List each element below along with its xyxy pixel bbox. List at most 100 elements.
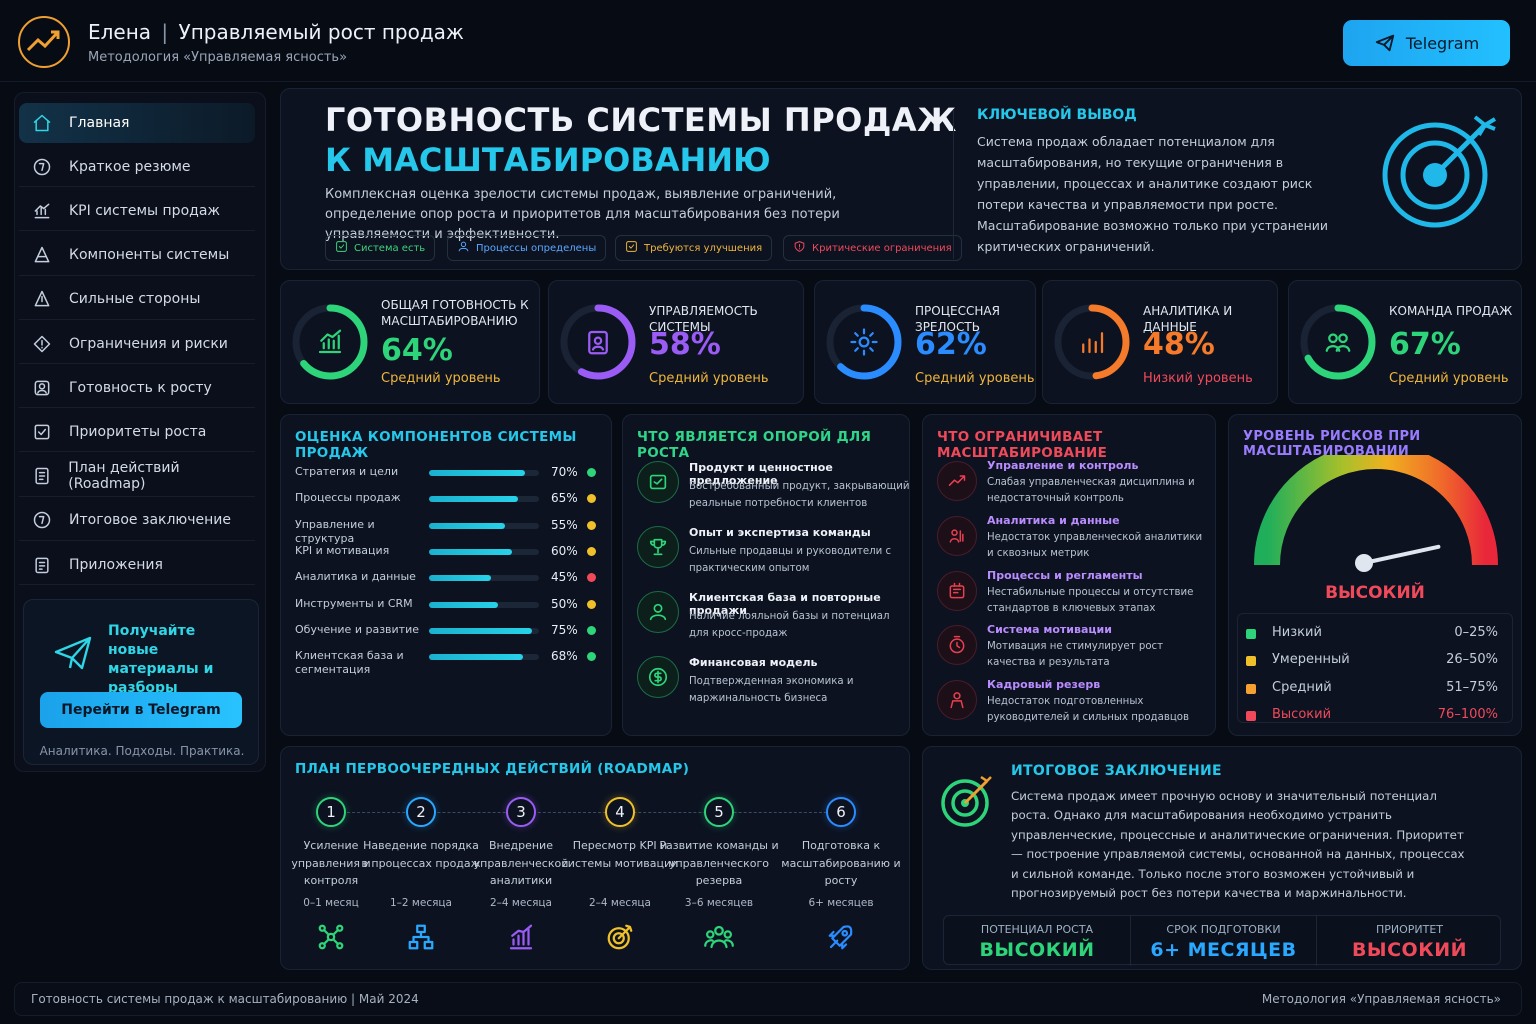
component-row: Инструменты и CRM 50% xyxy=(295,597,605,621)
status-dot xyxy=(587,494,596,504)
check-icon xyxy=(625,240,638,256)
legend-range: 76–100% xyxy=(1437,706,1498,722)
status-dot xyxy=(587,625,596,635)
growth-icon xyxy=(31,377,53,399)
bar-chart-icon xyxy=(315,327,345,361)
stat-value: 6+ МЕСЯЦЕВ xyxy=(1150,939,1297,961)
risk-legend-row: Низкий 0–25% xyxy=(1238,624,1508,646)
supports-panel: ЧТО ЯВЛЯЕТСЯ ОПОРОЙ ДЛЯ РОСТА Продукт и … xyxy=(622,414,910,736)
kpi-value: 62% xyxy=(915,327,987,362)
title-separator: | xyxy=(161,20,169,44)
limit-text: Недостаток управленческой аналитики и ск… xyxy=(987,531,1203,559)
sidebar-item-3[interactable]: KPI системы продаж xyxy=(19,191,255,232)
group-icon xyxy=(703,921,735,953)
legend-swatch xyxy=(1246,629,1256,639)
risk-legend-row: Высокий 76–100% xyxy=(1238,706,1508,728)
user-icon xyxy=(637,591,679,633)
go-telegram-button[interactable]: Перейти в Telegram xyxy=(40,692,242,728)
status-dot xyxy=(587,520,596,530)
team-icon xyxy=(1323,327,1353,361)
sidebar-item-7[interactable]: Готовность к росту xyxy=(19,368,255,409)
kpi-ring xyxy=(289,301,371,387)
kpi-title: ПРОЦЕССНАЯ ЗРЕЛОСТЬ xyxy=(915,304,1000,334)
hero-description: Комплексная оценка зрелости системы прод… xyxy=(325,187,840,242)
roadmap-step: 4 Пересмотр KPI и системы мотивации 2–4 ме… xyxy=(560,797,680,953)
kpi-ring xyxy=(1297,301,1379,387)
component-label: Инструменты и CRM xyxy=(295,596,413,610)
roadmap-step: 3 Внедрение управленческой аналитики 2–4 м… xyxy=(461,797,581,953)
conclusion-heading: ИТОГОВОЕ ЗАКЛЮЧЕНИЕ xyxy=(1011,763,1222,779)
component-row: Стратегия и цели 70% xyxy=(295,465,605,489)
conclusion-stats: ПОТЕНЦИАЛ РОСТА ВЫСОКИЙ СРОК ПОДГОТОВКИ 6+ … xyxy=(943,915,1501,966)
hero-title-line2: К МАСШТАБИРОВАНИЮ xyxy=(325,141,771,179)
component-bar-fill xyxy=(429,496,519,503)
trophy-icon xyxy=(637,526,679,568)
hero-panel: ГОТОВНОСТЬ СИСТЕМЫ ПРОДАЖ К МАСШТАБИРОВА… xyxy=(280,88,1522,270)
legend-name: Низкий xyxy=(1272,625,1322,640)
kpi-level: Средний уровень xyxy=(381,371,501,386)
stat-label: ПОТЕНЦИАЛ РОСТА xyxy=(980,923,1094,936)
promo-tagline: Аналитика. Подходы. Практика. xyxy=(39,744,245,758)
sidebar-item-1[interactable]: Главная xyxy=(19,103,255,143)
component-bar-fill xyxy=(429,627,533,634)
sidebar-item-10[interactable]: Итоговое заключение xyxy=(19,501,255,541)
telegram-button[interactable]: Telegram xyxy=(1343,20,1510,66)
limit-text: Нестабильные процессы и отсутствие станд… xyxy=(987,586,1194,614)
risk-legend: Низкий 0–25% Умеренный 26–50% Средний 51–75% В… xyxy=(1237,613,1513,723)
limit-text: Мотивация не стимулирует рост качества и… xyxy=(987,641,1164,669)
sidebar-item-label: Ограничения и риски xyxy=(69,335,228,352)
kpi-card: КОМАНДА ПРОДАЖ 67% Средний уровень xyxy=(1288,280,1522,404)
step-duration: 1–2 месяца xyxy=(389,897,452,909)
support-text: Наличие лояльной базы и потенциал для кр… xyxy=(689,611,890,639)
sidebar-item-8[interactable]: Приоритеты роста xyxy=(19,412,255,453)
kpi-card: УПРАВЛЯЕМОСТЬ СИСТЕМЫ 58% Средний уровень xyxy=(548,280,804,404)
component-bar-track xyxy=(429,601,539,608)
step-duration: 2–4 месяца xyxy=(489,897,552,909)
sidebar-item-5[interactable]: Сильные стороны xyxy=(19,280,255,320)
component-label: KPI и мотивация xyxy=(295,543,390,557)
strengths-icon xyxy=(31,288,53,310)
telegram-button-label: Telegram xyxy=(1405,33,1480,53)
component-row: Управление и структура 55% xyxy=(295,518,605,545)
kpi-level: Средний уровень xyxy=(649,371,769,386)
person-icon xyxy=(937,680,977,721)
status-dot xyxy=(587,599,596,609)
roadmap-step: 1 Усиление управления и контроля 0–1 месяц xyxy=(271,797,391,953)
hero-title-line1: ГОТОВНОСТЬ СИСТЕМЫ ПРОДАЖ xyxy=(325,101,957,139)
component-value: 68% xyxy=(551,649,578,664)
sidebar-item-2[interactable]: Краткое резюме xyxy=(19,147,255,188)
status-pill-label: Система есть xyxy=(354,242,426,254)
step-label: Наведение порядка в процессах продаж xyxy=(361,839,481,870)
step-duration: 2–4 месяца xyxy=(588,897,651,909)
component-bar-fill xyxy=(429,575,491,582)
key-conclusion-heading: КЛЮЧЕВОЙ ВЫВОД xyxy=(977,107,1137,123)
promo-text: Получайте новые материалы и разборы xyxy=(108,623,214,696)
paper-plane-icon xyxy=(54,636,92,670)
kpi-value: 58% xyxy=(649,327,721,362)
trend-icon xyxy=(937,461,977,501)
product-icon xyxy=(637,461,679,503)
roadmap-panel: ПЛАН ПЕРВООЧЕРЕДНЫХ ДЕЙСТВИЙ (ROADMAP) 1… xyxy=(280,746,910,970)
roadmap-icon xyxy=(31,465,52,487)
stat-value: ВЫСОКИЙ xyxy=(1351,939,1468,961)
status-pill: Система есть xyxy=(325,235,436,261)
sidebar-item-9[interactable]: План действий (Roadmap) xyxy=(19,457,255,497)
kpi-ring xyxy=(823,301,905,387)
roadmap-line xyxy=(337,812,837,813)
kpi-value: 48% xyxy=(1143,327,1215,362)
sidebar-item-4[interactable]: Компоненты системы xyxy=(19,236,255,276)
app-subtitle: Методология «Управляемая ясность» xyxy=(88,50,348,65)
step-label: Усиление управления и контроля xyxy=(291,839,371,887)
page-title: Управляемый рост продаж xyxy=(178,20,464,44)
status-pill: Критические ограничения xyxy=(783,235,962,261)
limit-text: Недостаток подготовленных руководителей … xyxy=(987,696,1190,724)
risk-legend-row: Средний 51–75% xyxy=(1238,679,1508,701)
kpi-level: Низкий уровень xyxy=(1143,371,1253,386)
conclusion-panel: ИТОГОВОЕ ЗАКЛЮЧЕНИЕ Система продаж имеет… xyxy=(922,746,1522,970)
sidebar-item-11[interactable]: Приложения xyxy=(19,545,255,585)
sidebar-item-6[interactable]: Ограничения и риски xyxy=(19,324,255,364)
component-bar-track xyxy=(429,496,539,503)
priorities-icon xyxy=(31,421,53,443)
sidebar-item-label: Готовность к росту xyxy=(69,379,212,396)
app-title: Елена | Управляемый рост продаж xyxy=(88,20,464,44)
